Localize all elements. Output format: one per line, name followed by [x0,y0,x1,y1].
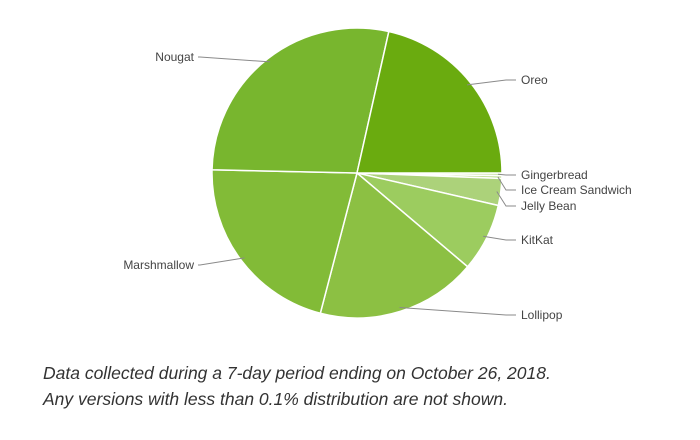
pie-slices [211,27,503,319]
slice-label-marshmallow: Marshmallow [123,258,194,272]
leader-line-lollipop [399,307,516,316]
slice-label-lollipop: Lollipop [521,308,563,322]
caption-line-2: Any versions with less than 0.1% distrib… [43,389,508,409]
leader-line-jelly-bean [496,191,516,207]
slice-label-oreo: Oreo [521,73,548,87]
leader-line-kitkat [483,235,516,241]
caption-line-1: Data collected during a 7-day period end… [43,363,551,383]
leader-line-marshmallow [198,257,245,266]
slice-label-kitkat: KitKat [521,233,554,247]
pie-slice-lollipop [319,171,469,319]
leader-line-ice-cream-sandwich [497,176,516,191]
slice-label-ice-cream-sandwich: Ice Cream Sandwich [521,183,632,197]
pie-slice-nougat [211,27,390,174]
leader-line-oreo [467,79,516,86]
pie-slice-marshmallow [211,169,358,315]
slice-label-jelly-bean: Jelly Bean [521,199,576,213]
leader-line-nougat [198,56,271,63]
slice-label-gingerbread: Gingerbread [521,168,588,182]
slice-label-nougat: Nougat [155,50,194,64]
pie-slice-oreo [356,30,503,174]
leader-line-gingerbread [497,173,516,176]
leader-lines [198,56,516,316]
